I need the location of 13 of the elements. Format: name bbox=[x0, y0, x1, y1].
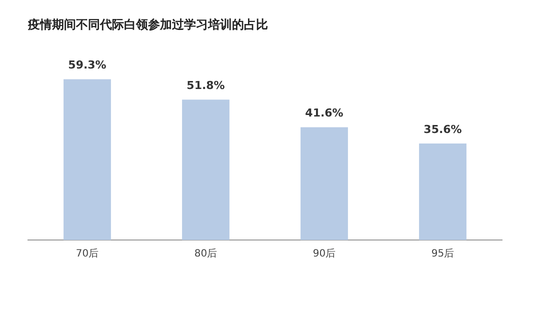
data-label: 59.3% bbox=[68, 58, 106, 72]
x-tick-label: 80后 bbox=[194, 248, 218, 260]
x-tick-label: 70后 bbox=[76, 248, 99, 260]
x-tick-label: 90后 bbox=[312, 248, 336, 260]
data-label: 35.6% bbox=[424, 122, 462, 136]
bar bbox=[182, 100, 230, 240]
bar bbox=[64, 79, 111, 240]
bar bbox=[419, 144, 466, 240]
bar bbox=[300, 127, 348, 240]
data-label: 51.8% bbox=[186, 78, 225, 92]
x-tick-label: 95后 bbox=[431, 248, 454, 260]
chart-title: 疫情期间不同代际白领参加过学习培训的占比 bbox=[27, 17, 268, 32]
data-label: 41.6% bbox=[305, 106, 344, 120]
